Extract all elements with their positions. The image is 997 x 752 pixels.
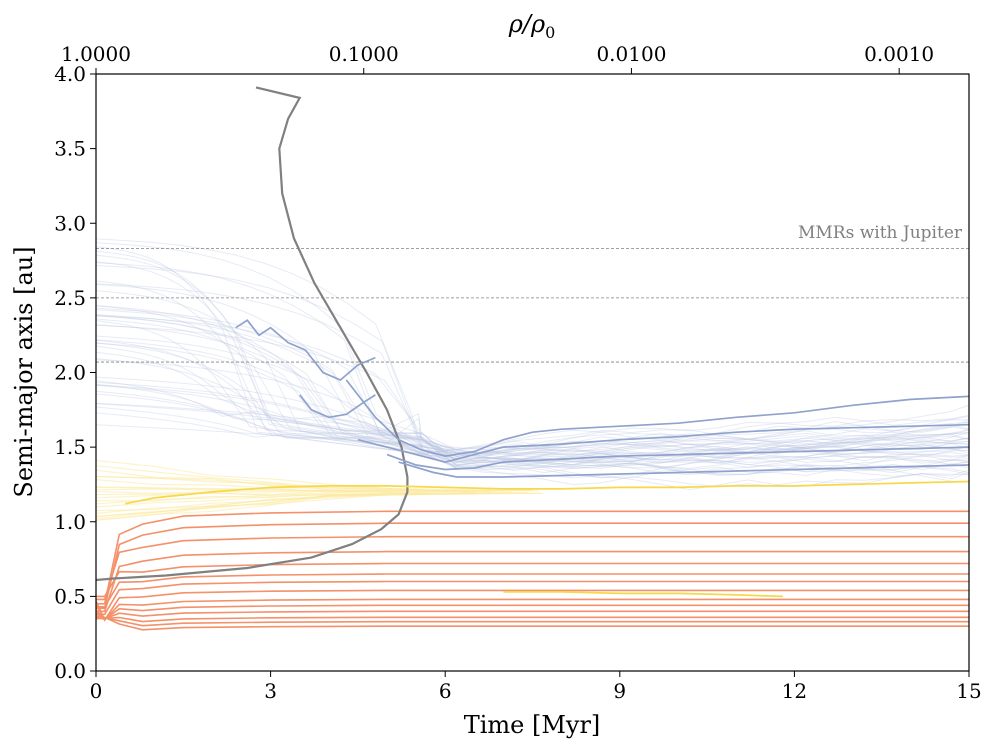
orange-track [95,589,969,622]
yellow-survivor [124,480,970,505]
blue-fragment-1 [235,319,376,381]
top-axis-label-base: ρ/ρ [508,10,545,38]
faint-blue-track [95,314,970,466]
faint-blue-track [95,335,970,451]
faint-blue-track [95,242,970,467]
faint-yellow-track [95,479,491,492]
faint-blue-track [95,238,970,473]
y-axis-label: Semi-major axis [au] [10,246,38,497]
y-axis: 0.0 0.5 1.0 1.5 2.0 2.5 3.0 3.5 4.0 [54,62,96,683]
faint-blue-track [95,315,970,456]
x-tick-label: 0 [90,679,103,703]
x-tick-label: 3 [264,679,277,703]
faint-blue-track [95,351,970,479]
faint-blue-track [95,290,970,455]
yellow-inner [503,591,783,598]
x-tick-label: 15 [956,679,981,703]
faint-blue-track [95,280,970,479]
faint-blue-track [95,376,970,457]
faint-blue-track [95,381,970,470]
series-lines [95,86,970,598]
faint-blue-track [95,305,970,466]
x-axis: 0 3 6 9 12 15 [90,671,982,703]
blue-survivor-4 [398,461,970,478]
faint-blue-track [95,265,970,463]
orange-track [95,604,969,621]
orange-track [95,598,969,621]
faint-blue-track [95,261,970,471]
faint-blue-track [95,283,970,456]
y-tick-label: 1.0 [54,510,86,534]
faint-blue-track [95,390,970,474]
faint-blue-track [95,250,970,456]
faint-blue-track [95,262,970,469]
y-tick-label: 0.5 [54,584,86,608]
y-tick-label: 2.0 [54,361,86,385]
orange-tracks [95,510,969,631]
faint-blue-track [95,417,970,455]
faint-blue-track [95,315,970,466]
faint-blue-track [95,359,970,464]
faint-yellow-track [95,469,477,493]
top-tick-label: 0.1000 [329,42,399,66]
faint-blue-track [95,305,970,470]
orange-track [96,510,969,605]
orange-track [96,580,969,616]
orange-track [95,612,969,623]
faint-yellow-track [95,491,491,512]
top-axis-label: ρ/ρ0 [508,10,556,42]
y-tick-label: 4.0 [54,62,86,86]
background-faint-tracks [95,238,970,521]
faint-yellow-track [95,491,410,521]
faint-blue-track [95,402,970,456]
orange-track [96,562,969,598]
faint-blue-track [95,283,970,462]
orange-track [96,535,969,601]
top-tick-label: 0.0010 [864,42,934,66]
x-tick-label: 12 [782,679,807,703]
faint-blue-track [95,384,970,467]
y-tick-label: 0.0 [54,659,86,683]
faint-blue-track [95,403,970,476]
top-axis-label-sub: 0 [545,23,555,42]
faint-blue-track [95,324,970,466]
faint-blue-track [95,339,970,468]
top-axis: 1.0000 0.1000 0.0100 0.0010 [61,42,934,74]
mmr-reference-lines [96,248,969,363]
blue-survivor-3 [386,446,970,471]
blue-fragment-2 [299,394,376,419]
faint-blue-track [95,309,970,475]
faint-blue-track [95,318,970,491]
y-tick-label: 3.5 [54,137,86,161]
faint-blue-track [95,384,970,458]
faint-blue-track [95,393,970,456]
faint-blue-track [95,358,970,466]
faint-blue-track [95,342,970,464]
orange-track [96,573,969,608]
y-tick-label: 2.5 [54,286,86,310]
faint-blue-track [95,404,970,454]
y-tick-label: 1.5 [54,435,86,459]
blue-survivor-2 [357,423,970,463]
faint-blue-track [95,339,970,456]
faint-blue-track [95,380,970,456]
x-axis-label: Time [Myr] [464,711,601,739]
gas-density-track [95,86,409,582]
orange-track [95,604,969,620]
top-tick-label: 0.0100 [596,42,666,66]
top-tick-label: 1.0000 [61,42,131,66]
faint-blue-track [95,383,970,474]
faint-blue-track [95,254,970,453]
x-tick-label: 9 [613,679,626,703]
y-tick-label: 3.0 [54,211,86,235]
orange-track [95,617,969,627]
orange-track [95,615,969,631]
x-tick-label: 6 [439,679,452,703]
mmr-annotation: MMRs with Jupiter [798,223,963,243]
blue-survivor-1 [345,379,970,457]
orange-track [96,550,969,613]
